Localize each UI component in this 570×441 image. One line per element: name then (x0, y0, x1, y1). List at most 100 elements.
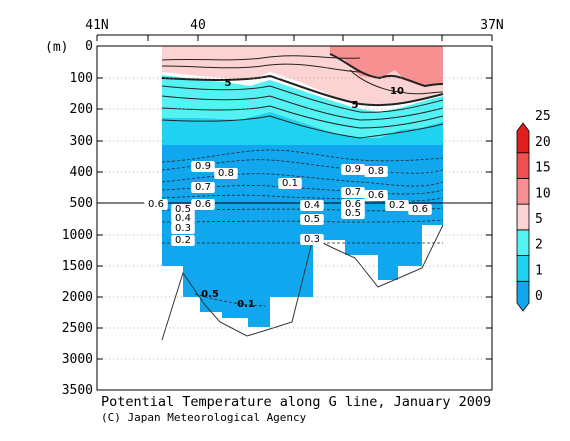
contour-label: 0.5 (171, 204, 195, 215)
contour-label: 0.8 (364, 166, 388, 177)
y-tick-label: 0 (85, 39, 93, 54)
svg-text:0.9: 0.9 (345, 164, 361, 175)
colorbar-tick-label: 20 (535, 135, 551, 150)
svg-text:0.2: 0.2 (175, 235, 191, 246)
colorbar-swatch (516, 152, 530, 179)
colorbar-tick-label: 2 (535, 238, 543, 253)
colorbar-tick-label: 0 (535, 289, 543, 304)
svg-text:0.6: 0.6 (148, 199, 164, 210)
colorbar-tick-label: 10 (535, 186, 551, 201)
contour-label: 0.3 (300, 234, 324, 245)
contour-label: 0.7 (341, 187, 365, 198)
svg-text:10: 10 (390, 86, 404, 97)
isotherm (161, 55, 361, 61)
svg-text:0.4: 0.4 (175, 213, 191, 224)
contour-label: 0.6 (364, 190, 388, 201)
contour-label: 0.9 (341, 164, 365, 175)
contour-label: 0.3 (171, 223, 195, 234)
svg-text:0.5: 0.5 (175, 204, 191, 215)
contour-label: 0.5 (341, 208, 365, 219)
y-tick-label: 1000 (62, 228, 93, 243)
colorbar-swatch (516, 203, 530, 231)
contour-label: 5 (225, 78, 232, 89)
contour-label: 10 (390, 86, 404, 97)
isotherm (161, 74, 444, 107)
colorbar-swatch (516, 280, 530, 312)
svg-text:0.9: 0.9 (195, 161, 211, 172)
y-tick-label: 400 (70, 165, 93, 180)
isotherm-dashed (194, 293, 266, 307)
colorbar-swatch (516, 255, 530, 282)
svg-text:0.6: 0.6 (345, 199, 361, 210)
colorbar-swatch (516, 122, 530, 154)
y-tick-label: 2000 (62, 290, 93, 305)
svg-text:5: 5 (225, 78, 232, 89)
colorbar-tick-label: 15 (535, 161, 551, 176)
svg-text:0.3: 0.3 (304, 234, 320, 245)
isotherm-dashed (161, 219, 444, 223)
x-axis: 41N 40 37N (85, 18, 504, 41)
y-axis: 0 100 200 300 400 500 1000 1500 2000 2500 3000 3500 (62, 39, 492, 398)
colorbar-tick-label: 25 (535, 109, 551, 124)
plot-frame (96, 45, 493, 391)
contour-label: 0.6 (191, 199, 215, 210)
svg-text:0.3: 0.3 (175, 223, 191, 234)
svg-text:0.6: 0.6 (195, 199, 211, 210)
x-tick-label: 40 (190, 18, 206, 33)
contour-label: 0.1 (237, 299, 255, 310)
svg-text:0.2: 0.2 (389, 200, 405, 211)
svg-text:0.6: 0.6 (368, 190, 384, 201)
isotherm (161, 115, 444, 139)
svg-text:0.5: 0.5 (304, 214, 320, 225)
y-tick-label: 1500 (62, 259, 93, 274)
svg-text:0.6: 0.6 (412, 204, 428, 215)
contour-label: 0.6 (144, 199, 168, 210)
svg-text:5: 5 (352, 100, 359, 111)
svg-text:0.8: 0.8 (218, 168, 234, 179)
y-tick-label: 2500 (62, 321, 93, 336)
isotherm (349, 69, 444, 95)
isotherm-dashed (161, 185, 444, 195)
svg-text:0.8: 0.8 (368, 166, 384, 177)
isotherm (161, 85, 444, 113)
svg-text:0.1: 0.1 (237, 299, 255, 310)
seafloor-line (161, 224, 444, 341)
x-tick-label: 37N (480, 18, 503, 33)
contour-label: 0.4 (171, 213, 195, 224)
contour-label: 0.5 (300, 214, 324, 225)
y-tick-label: 500 (70, 196, 93, 211)
contour-label: 0.2 (171, 235, 195, 246)
x-tick-label: 41N (85, 18, 108, 33)
temperature-fill-layers (162, 46, 443, 327)
isotherm (161, 95, 444, 121)
svg-text:0.5: 0.5 (201, 289, 219, 300)
y-tick-label: 200 (70, 102, 93, 117)
contour-label: 0.2 (385, 200, 409, 211)
contour-label: 0.6 (408, 204, 432, 215)
isotherm-lines (161, 53, 444, 307)
colorbar-swatch (516, 229, 530, 256)
colorbar-tick-label: 1 (535, 263, 543, 278)
colorbar-swatch (516, 178, 530, 205)
chart-title: Potential Temperature along G line, Janu… (101, 394, 491, 410)
credit-text: (C) Japan Meteorological Agency (101, 411, 307, 424)
isotherm-dashed (161, 173, 444, 187)
y-tick-label: 300 (70, 134, 93, 149)
contour-label: 0.9 (191, 161, 215, 172)
svg-text:0.4: 0.4 (304, 200, 320, 211)
isotherm (161, 105, 444, 129)
contour-label: 0.5 (201, 289, 219, 300)
contour-label: 0.8 (214, 168, 238, 179)
y-axis-label: (m) (45, 40, 68, 55)
contour-label: 0.4 (300, 200, 324, 211)
contour-label: 5 (352, 100, 359, 111)
y-tick-label: 3500 (62, 383, 93, 398)
svg-text:0.7: 0.7 (345, 187, 361, 198)
isotherm (161, 63, 361, 73)
isotherm (329, 53, 444, 88)
colorbar-tick-label: 5 (535, 212, 543, 227)
isotherm-dashed (161, 207, 444, 212)
